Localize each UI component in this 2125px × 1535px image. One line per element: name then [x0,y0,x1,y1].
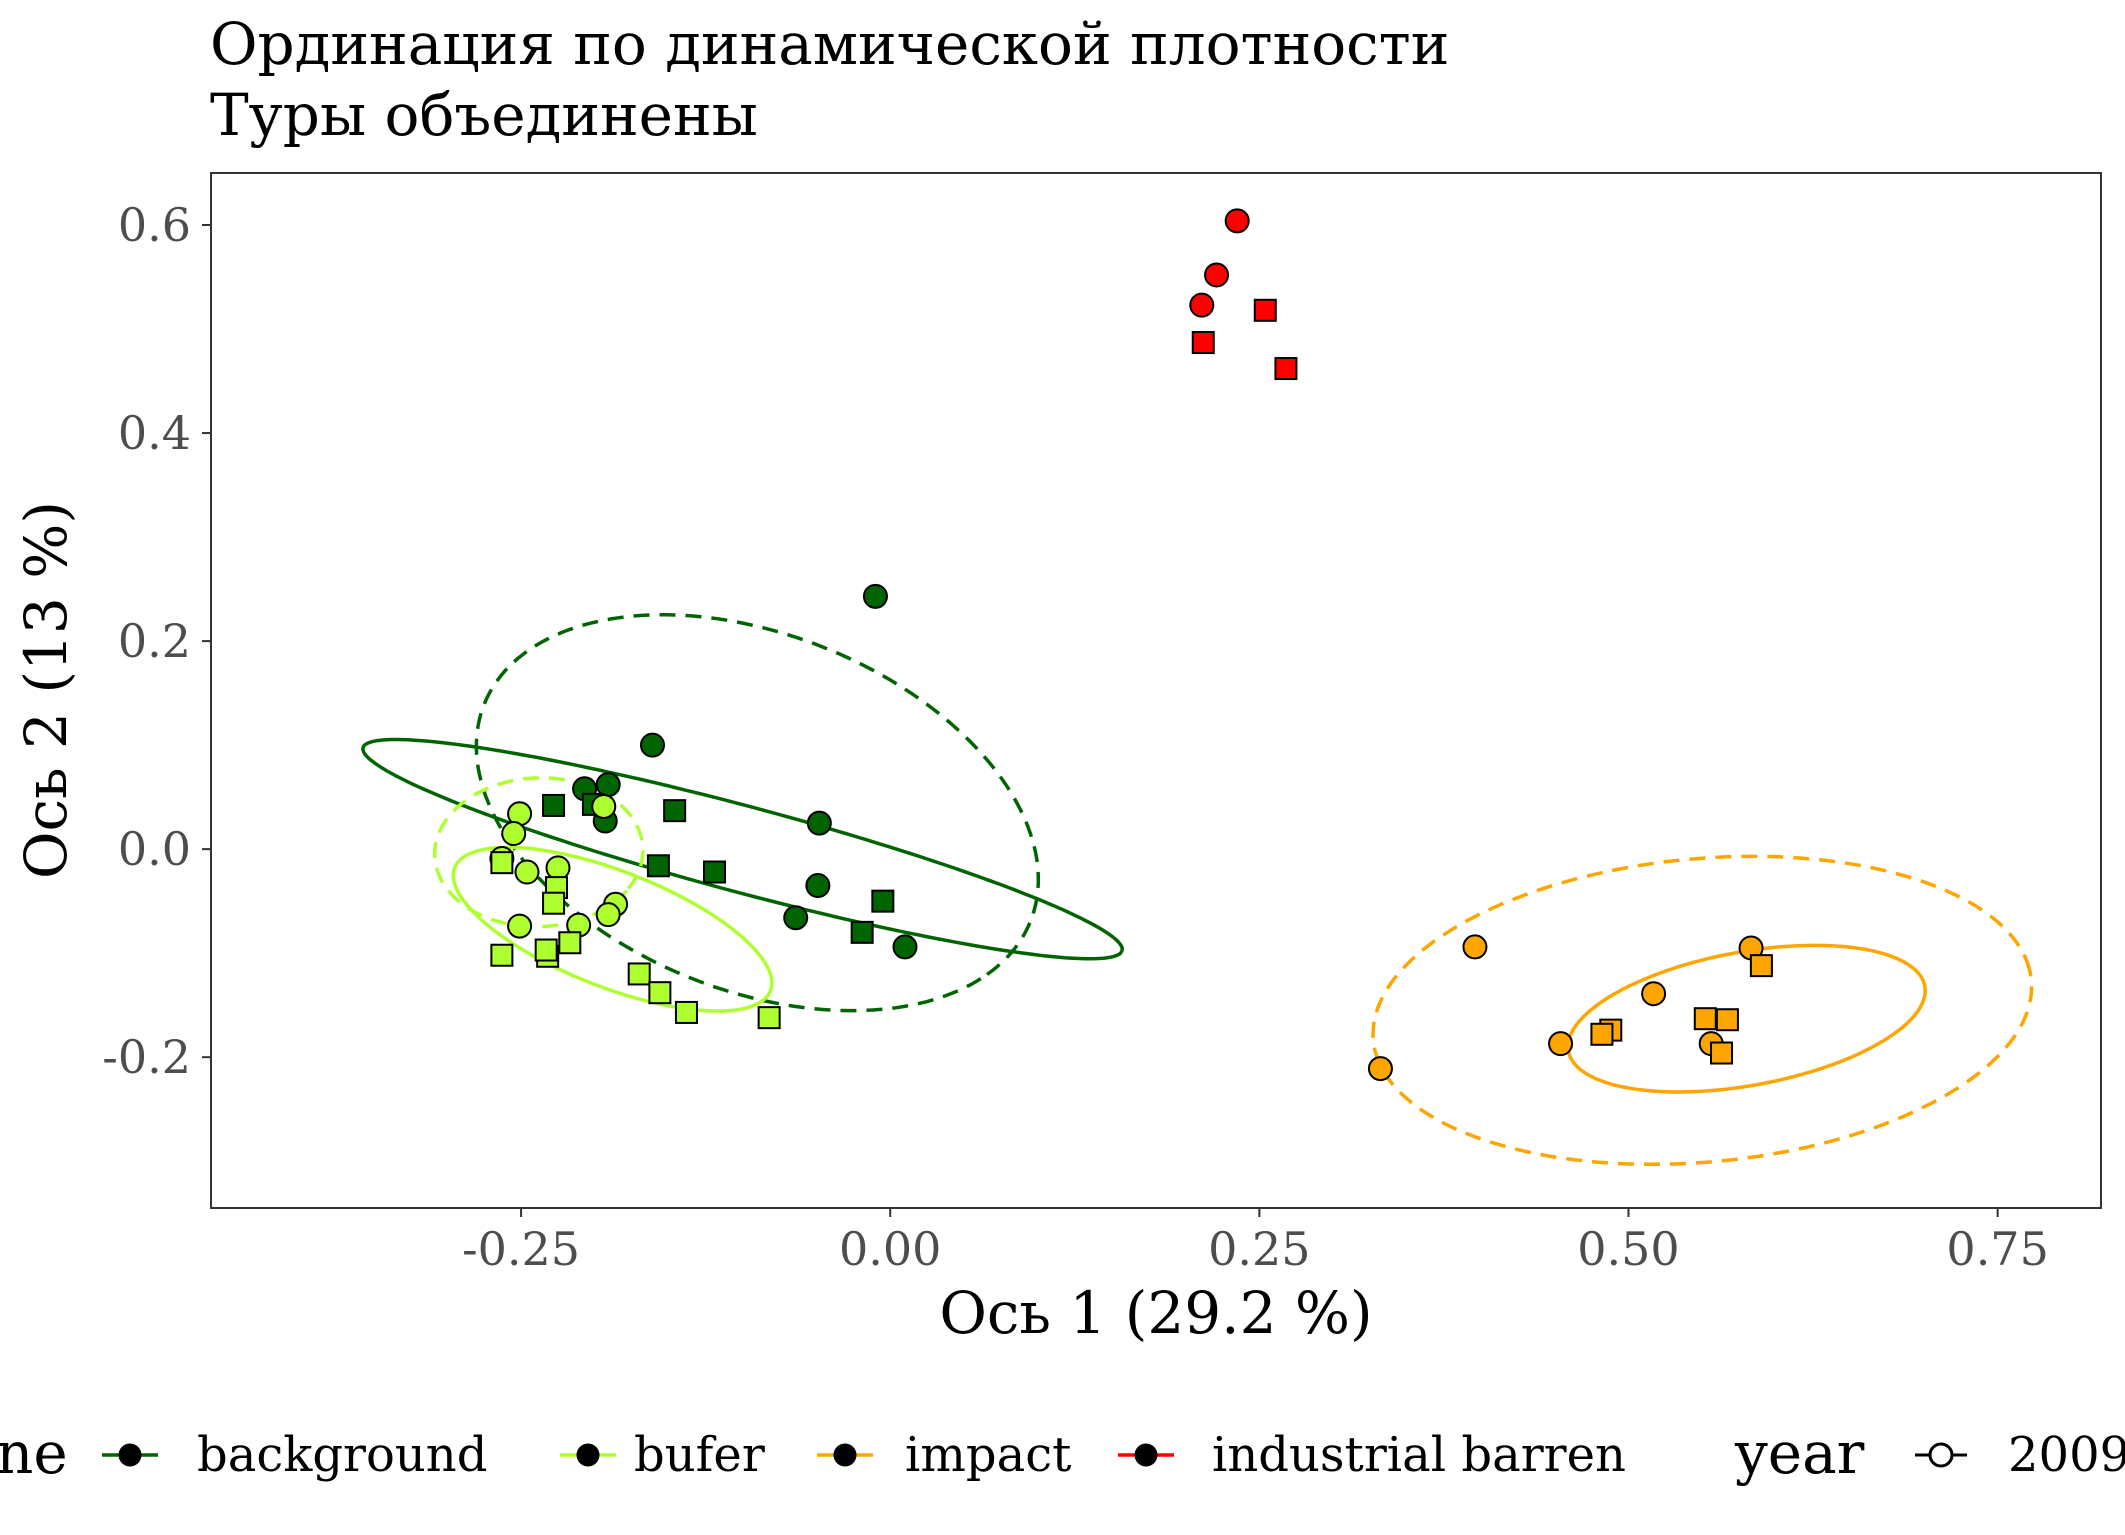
point-bufer-square [757,1006,781,1030]
point-impact-square [1749,954,1773,978]
legend-key-marker [833,1443,857,1467]
ellipse-impact-solid [1566,943,1927,1094]
y-tick-label: 0.2 [118,614,191,668]
x-tick-label: 0.25 [1208,1222,1310,1276]
point-industrial-barren-square [1274,357,1298,381]
point-industrial-barren-circle [1224,208,1250,234]
legend-label: bufer [634,1427,765,1483]
point-impact-square [1710,1041,1734,1065]
point-background-square [646,854,670,878]
point-industrial-barren-circle [1204,262,1230,288]
chart-subtitle: Туры объединены [210,81,758,149]
point-background-circle [805,873,831,899]
point-bufer-circle [545,855,571,881]
point-background-circle [639,732,665,758]
legend: ne background bufer impact industrial barren… [0,1419,2125,1487]
point-bufer-square [674,1000,698,1024]
x-tick-label: 0.50 [1577,1222,1679,1276]
legend-year-label: 2009 [2008,1427,2125,1483]
point-bufer-square [490,851,514,875]
x-axis-title: Ось 1 (29.2 %) [939,1279,1372,1347]
point-impact-circle [1641,981,1667,1007]
point-background-square [850,920,874,944]
point-background-circle [806,810,832,836]
point-background-circle [595,772,621,798]
x-axis: -0.25 0.00 0.25 0.50 0.75 [462,1208,2049,1276]
legend-title-zone: ne [0,1419,68,1487]
point-bufer-circle [501,821,527,847]
point-background-square [542,793,566,817]
y-tick-label: 0.6 [118,198,191,252]
legend-label: background [197,1427,487,1483]
ellipse-bufer-dashed [432,776,645,929]
point-bufer-square [542,891,566,915]
ellipse-background-solid [361,737,1124,961]
x-tick-label: -0.25 [462,1222,580,1276]
point-bufer-circle [595,902,621,928]
point-industrial-barren-square [1253,298,1277,322]
point-impact-square [1693,1007,1717,1031]
x-tick-label: 0.00 [839,1222,941,1276]
point-impact-circle [1367,1056,1393,1082]
point-impact-circle [1462,934,1488,960]
point-background-circle [892,934,918,960]
point-bufer-circle [591,793,617,819]
point-background-circle [862,583,888,609]
point-bufer-square [534,938,558,962]
point-background-square [703,860,727,884]
legend-year-marker [1928,1442,1954,1468]
y-tick-label: -0.2 [102,1030,191,1084]
point-impact-square [1715,1008,1739,1032]
point-background-circle [783,905,809,931]
point-bufer-square [490,943,514,967]
point-bufer-square [558,931,582,955]
chart-title: Ординация по динамической плотности [210,10,1449,78]
point-background-square [871,889,895,913]
point-impact-square [1590,1022,1614,1046]
plot-area [361,208,2034,1167]
point-bufer-circle [514,859,540,885]
legend-key-marker [118,1443,142,1467]
legend-label: industrial barren [1212,1427,1626,1483]
y-tick-label: 0.4 [118,406,191,460]
plot-panel-border [210,172,2102,1209]
legend-label: impact [905,1427,1071,1483]
legend-key-marker [576,1443,600,1467]
point-bufer-square [627,962,651,986]
point-bufer-circle [507,913,533,939]
y-axis-title: Ось 2 (13 %) [12,501,80,879]
point-bufer-square [648,981,672,1005]
y-axis: -0.2 0.0 0.2 0.4 0.6 [102,198,211,1084]
y-tick-label: 0.0 [118,822,191,876]
point-background-square [663,799,687,823]
x-tick-label: 0.75 [1946,1222,2048,1276]
point-industrial-barren-square [1191,331,1215,355]
legend-title-year: year [1734,1419,1865,1487]
point-industrial-barren-circle [1189,292,1215,318]
point-impact-circle [1548,1031,1574,1057]
ellipse-impact-dashed [1371,854,2034,1167]
legend-key-marker [1134,1443,1158,1467]
plot-clip-group [361,208,2034,1167]
